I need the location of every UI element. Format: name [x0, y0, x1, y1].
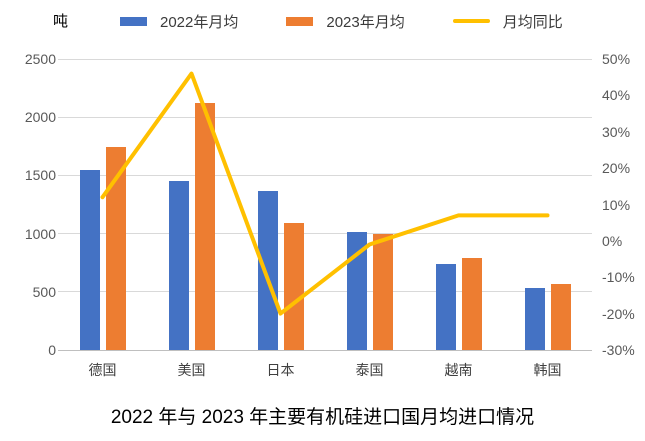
left-axis-tick-label: 2500	[24, 51, 56, 67]
bar-2023-越南	[461, 258, 482, 350]
gridline	[58, 58, 592, 60]
bar-2022-越南	[435, 263, 456, 350]
chart-title: 2022 年与 2023 年主要有机硅进口国月均进口情况	[110, 407, 535, 428]
bar-2023-德国	[105, 147, 126, 350]
right-axis-tick-label: 40%	[602, 87, 631, 104]
legend-label-yoy: 月均同比	[502, 13, 563, 31]
left-axis-tick-label: 2000	[24, 109, 56, 126]
left-axis-tick-label: 1500	[24, 167, 56, 184]
gridline	[58, 116, 592, 118]
bar-2023-韩国	[550, 283, 571, 350]
bar-2022-日本	[257, 190, 278, 350]
bar-2022-韩国	[524, 287, 545, 350]
gridline	[58, 233, 592, 235]
left-axis-tick-label: 1000	[24, 225, 56, 242]
x-axis-category-label: 美国	[177, 362, 206, 378]
right-axis-tick-label: -30%	[602, 342, 635, 358]
yoy-line	[100, 71, 550, 316]
gridline	[58, 291, 592, 293]
right-axis-tick-label: 0%	[602, 232, 623, 249]
right-axis-tick-label: 20%	[602, 160, 631, 177]
left-axis-tick-label: 500	[32, 283, 56, 300]
legend: 2022年月均 2023年月均 月均同比	[120, 11, 563, 31]
bar-2023-泰国	[372, 233, 393, 350]
right-axis-tick-label: 50%	[602, 51, 631, 67]
bar-2022-德国	[79, 169, 100, 350]
legend-label-2022: 2022年月均	[160, 13, 239, 31]
right-axis-tick-label: -10%	[602, 269, 635, 286]
x-axis-category-label: 韩国	[533, 362, 562, 378]
left-axis-unit-label: 吨	[53, 13, 69, 30]
legend-item-yoy: 月均同比	[452, 11, 563, 31]
gridline	[58, 174, 592, 176]
legend-swatch-2023-icon	[286, 16, 314, 26]
x-axis-line	[58, 349, 592, 351]
legend-swatch-2022-icon	[120, 16, 147, 26]
legend-label-2023: 2023年月均	[326, 13, 405, 31]
left-axis-tick-label: 0	[48, 342, 56, 358]
bar-2023-美国	[194, 103, 215, 350]
right-axis-tick-label: -20%	[602, 305, 635, 322]
legend-swatch-yoy-line-icon	[452, 19, 490, 23]
right-axis-tick-label: 10%	[602, 196, 631, 213]
legend-item-2022: 2022年月均	[120, 11, 238, 31]
right-axis-tick-label: 30%	[602, 123, 631, 140]
legend-item-2023: 2023年月均	[286, 11, 405, 31]
x-axis-category-label: 德国	[88, 362, 117, 378]
bar-2022-美国	[168, 181, 189, 350]
x-axis-category-label: 泰国	[355, 362, 384, 378]
bar-2023-日本	[283, 223, 304, 350]
bar-2022-泰国	[346, 232, 367, 350]
x-axis-category-label: 日本	[266, 362, 295, 378]
x-axis-category-label: 越南	[444, 362, 473, 378]
